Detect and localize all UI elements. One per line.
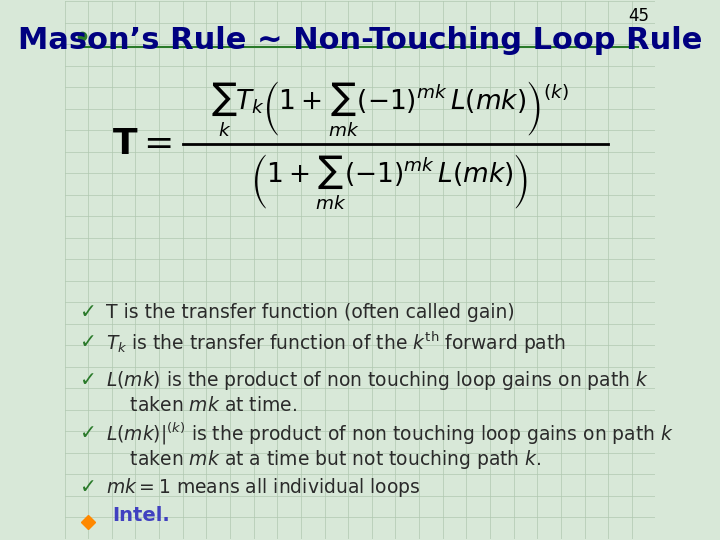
Text: $mk=1$ means all individual loops: $mk=1$ means all individual loops xyxy=(106,476,420,499)
Text: Mason’s Rule ~ Non-Touching Loop Rule: Mason’s Rule ~ Non-Touching Loop Rule xyxy=(18,25,702,55)
Text: $L(mk)$ is the product of non touching loop gains on path $k$: $L(mk)$ is the product of non touching l… xyxy=(106,369,649,392)
Text: ✓: ✓ xyxy=(80,478,96,497)
Text: $\sum_k T_k \left(1 + \sum_{mk}(-1)^{mk}\, L(mk)\right)^{(k)}$: $\sum_k T_k \left(1 + \sum_{mk}(-1)^{mk}… xyxy=(211,79,568,138)
Text: $\mathbf{T} =$: $\mathbf{T} =$ xyxy=(112,127,172,161)
Text: taken $mk$ at time.: taken $mk$ at time. xyxy=(106,396,297,415)
Text: ✓: ✓ xyxy=(80,370,96,390)
Text: taken $mk$ at a time but not touching path $k$.: taken $mk$ at a time but not touching pa… xyxy=(106,448,541,471)
Text: Intel.: Intel. xyxy=(112,506,170,525)
Text: $T_k$ is the transfer function of the $k^{\mathrm{th}}$ forward path: $T_k$ is the transfer function of the $k… xyxy=(106,329,566,356)
Text: $\left(1 + \sum_{mk}(-1)^{mk}\, L(mk)\right)$: $\left(1 + \sum_{mk}(-1)^{mk}\, L(mk)\ri… xyxy=(251,152,528,211)
Text: ✓: ✓ xyxy=(80,333,96,352)
Text: ✓: ✓ xyxy=(80,424,96,443)
Text: 45: 45 xyxy=(629,7,649,25)
Text: ✓: ✓ xyxy=(80,303,96,322)
Text: T is the transfer function (often called gain): T is the transfer function (often called… xyxy=(106,303,515,322)
Text: $L(mk)|^{(k)}$ is the product of non touching loop gains on path $k$: $L(mk)|^{(k)}$ is the product of non tou… xyxy=(106,421,674,447)
